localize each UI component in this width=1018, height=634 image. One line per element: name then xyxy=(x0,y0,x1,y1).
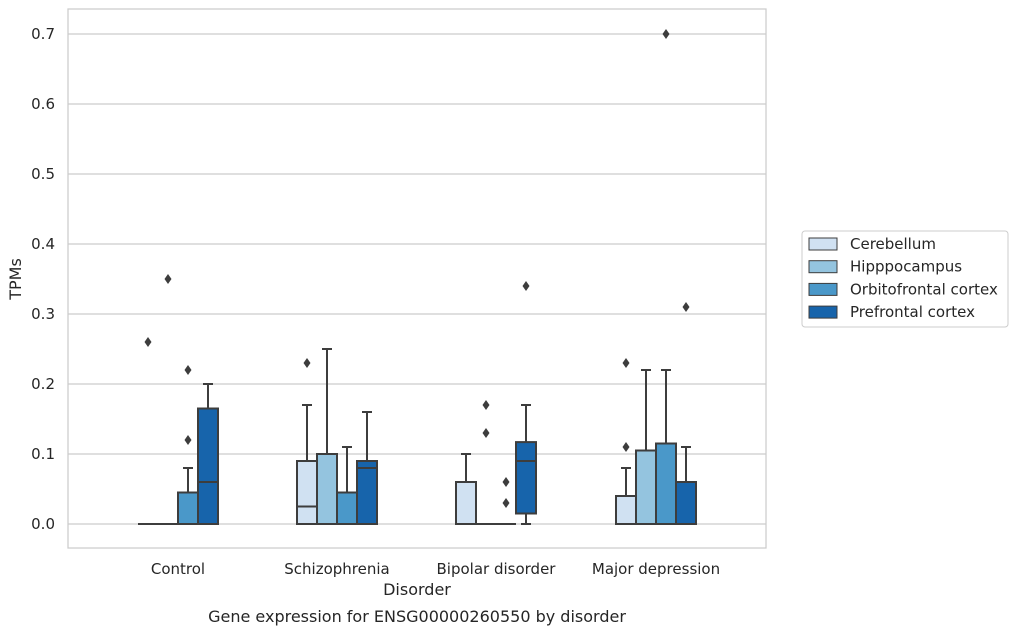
box xyxy=(336,446,358,525)
outlier-point xyxy=(184,435,192,445)
box-body xyxy=(177,491,199,525)
outlier-point xyxy=(164,274,172,284)
y-axis-ticks: 0.0 0.1 0.2 0.3 0.4 0.5 0.6 0.7 xyxy=(31,25,55,533)
box xyxy=(177,365,199,525)
legend-entry: Hipppocampus xyxy=(808,258,962,276)
box xyxy=(496,477,516,525)
box xyxy=(138,337,158,525)
legend-swatch xyxy=(808,305,838,319)
legend-label: Orbitofrontal cortex xyxy=(850,280,998,298)
box xyxy=(476,400,496,525)
x-axis-title: Disorder xyxy=(383,580,451,599)
legend-label: Hipppocampus xyxy=(850,258,962,276)
outlier-point xyxy=(662,29,670,39)
outlier-point xyxy=(482,428,490,438)
box-body xyxy=(197,407,219,525)
box-body xyxy=(635,449,657,525)
y-tick-label: 0.6 xyxy=(31,95,55,113)
box xyxy=(675,302,697,525)
box-body xyxy=(455,481,477,525)
legend-entries: Cerebellum Hipppocampus Orbitofrontal cort… xyxy=(808,235,998,321)
box xyxy=(455,453,477,525)
box xyxy=(635,369,657,525)
box xyxy=(615,358,637,525)
outlier-point xyxy=(482,400,490,410)
legend-entry: Cerebellum xyxy=(808,235,936,253)
box xyxy=(158,274,178,525)
series-0 xyxy=(138,337,637,525)
y-axis-title: TPMs xyxy=(6,258,25,301)
y-tick-label: 0.2 xyxy=(31,375,55,393)
x-tick-label: Schizophrenia xyxy=(284,560,389,578)
legend-swatch xyxy=(808,260,838,274)
legend: Cerebellum Hipppocampus Orbitofrontal cort… xyxy=(801,230,1009,328)
x-tick-label: Bipolar disorder xyxy=(437,560,557,578)
outlier-point xyxy=(502,498,510,508)
box-series xyxy=(138,29,697,525)
box xyxy=(197,383,219,525)
box xyxy=(515,281,537,525)
legend-entry: Prefrontal cortex xyxy=(808,303,975,321)
box-body xyxy=(615,495,637,525)
box-body xyxy=(296,460,318,525)
y-tick-label: 0.7 xyxy=(31,25,55,43)
outlier-point xyxy=(682,302,690,312)
box-body xyxy=(655,442,677,525)
series-1 xyxy=(158,274,657,525)
outlier-point xyxy=(144,337,152,347)
legend-swatch xyxy=(808,237,838,251)
series-2 xyxy=(177,29,677,525)
box-body xyxy=(356,460,378,525)
outlier-point xyxy=(622,358,630,368)
x-tick-label: Control xyxy=(151,560,205,578)
legend-swatch xyxy=(808,282,838,296)
chart-title: Gene expression for ENSG00000260550 by d… xyxy=(208,607,626,626)
y-tick-label: 0.4 xyxy=(31,235,55,253)
x-axis-ticks: Control Schizophrenia Bipolar disorder Majo… xyxy=(151,560,720,578)
legend-label: Prefrontal cortex xyxy=(850,303,975,321)
plot-frame xyxy=(67,8,767,549)
y-tick-label: 0.0 xyxy=(31,515,55,533)
outlier-point xyxy=(622,442,630,452)
box-body xyxy=(316,453,338,525)
y-tick-label: 0.1 xyxy=(31,445,55,463)
box xyxy=(356,411,378,525)
y-tick-label: 0.3 xyxy=(31,305,55,323)
outlier-point xyxy=(184,365,192,375)
box xyxy=(296,358,318,525)
box xyxy=(655,29,677,525)
outlier-point xyxy=(502,477,510,487)
outlier-point xyxy=(522,281,530,291)
x-tick-label: Major depression xyxy=(592,560,720,578)
box-body xyxy=(515,441,537,515)
legend-label: Cerebellum xyxy=(850,235,936,253)
box-body xyxy=(675,481,697,525)
legend-entry: Orbitofrontal cortex xyxy=(808,280,998,298)
outlier-point xyxy=(303,358,311,368)
legend-frame xyxy=(801,230,1009,328)
box-body xyxy=(336,491,358,525)
box xyxy=(316,348,338,525)
grid-lines xyxy=(68,33,766,525)
y-tick-label: 0.5 xyxy=(31,165,55,183)
series-3 xyxy=(197,281,697,525)
